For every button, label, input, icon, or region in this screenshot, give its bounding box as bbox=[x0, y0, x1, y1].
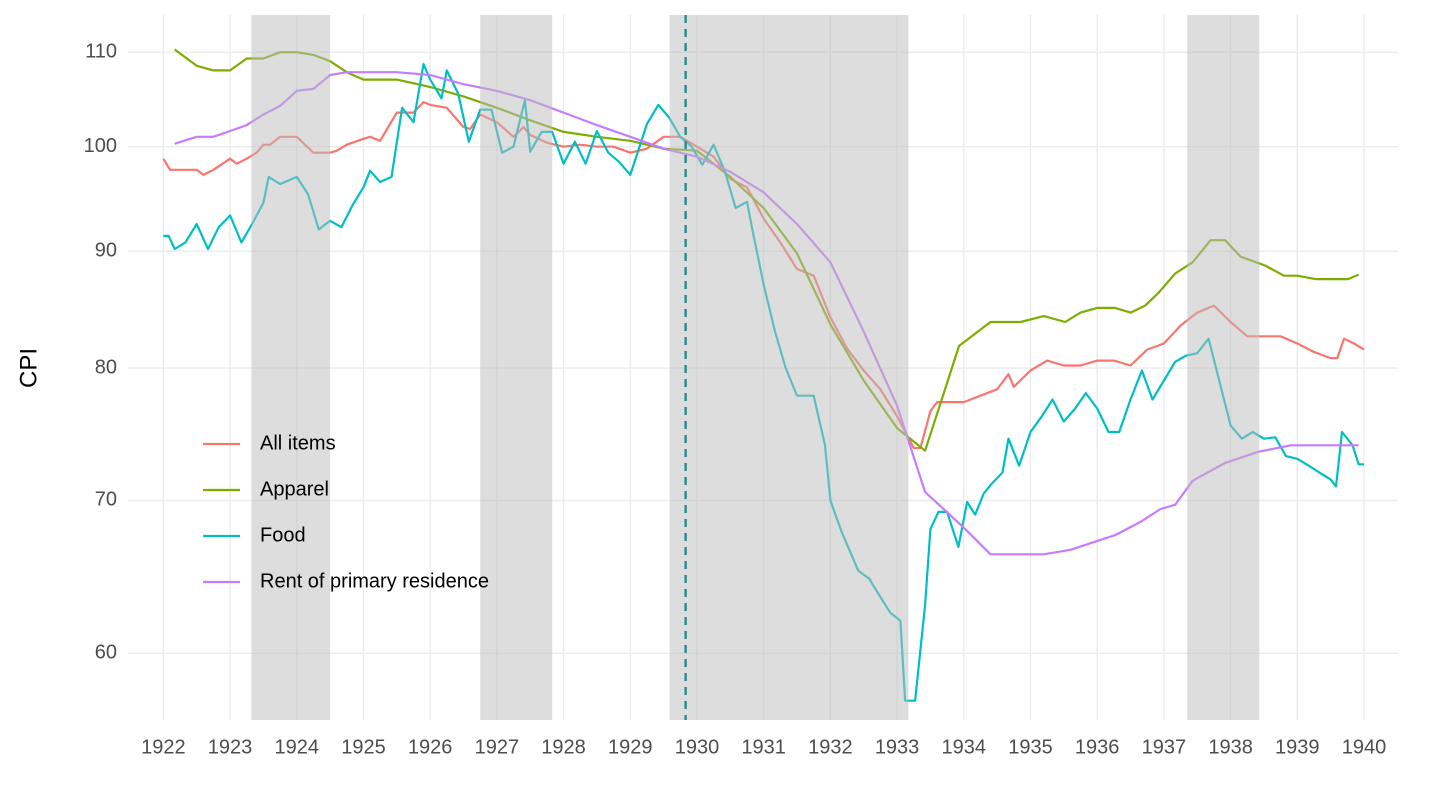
x-tick-label: 1925 bbox=[341, 736, 386, 758]
legend-label: Food bbox=[260, 524, 306, 546]
x-tick-label: 1938 bbox=[1208, 736, 1253, 758]
y-tick-label: 60 bbox=[95, 642, 117, 664]
x-tick-label: 1928 bbox=[541, 736, 586, 758]
x-tick-label: 1926 bbox=[408, 736, 453, 758]
x-tick-label: 1923 bbox=[208, 736, 253, 758]
x-tick-label: 1930 bbox=[675, 736, 720, 758]
x-tick-label: 1927 bbox=[475, 736, 520, 758]
x-tick-label: 1934 bbox=[942, 736, 987, 758]
y-tick-label: 110 bbox=[85, 40, 117, 62]
y-tick-label: 80 bbox=[95, 356, 117, 378]
x-tick-label: 1931 bbox=[741, 736, 786, 758]
legend-label: Rent of primary residence bbox=[260, 570, 489, 592]
x-tick-label: 1933 bbox=[875, 736, 920, 758]
x-tick-label: 1939 bbox=[1275, 736, 1320, 758]
x-tick-label: 1932 bbox=[808, 736, 853, 758]
shaded-period bbox=[1187, 15, 1260, 720]
x-tick-label: 1929 bbox=[608, 736, 653, 758]
y-tick-label: 70 bbox=[95, 489, 117, 511]
y-tick-label: 90 bbox=[95, 239, 117, 261]
shaded-period bbox=[251, 15, 331, 720]
x-tick-label: 1924 bbox=[275, 736, 320, 758]
shaded-period bbox=[669, 15, 909, 720]
legend-label: All items bbox=[260, 432, 336, 454]
legend-label: Apparel bbox=[260, 478, 329, 500]
y-tick-label: 100 bbox=[84, 135, 117, 157]
shaded-period bbox=[480, 15, 553, 720]
x-tick-label: 1937 bbox=[1142, 736, 1187, 758]
x-tick-label: 1935 bbox=[1008, 736, 1053, 758]
x-tick-label: 1940 bbox=[1342, 736, 1387, 758]
y-axis-label: CPI bbox=[15, 348, 42, 388]
x-tick-label: 1936 bbox=[1075, 736, 1120, 758]
x-tick-label: 1922 bbox=[141, 736, 186, 758]
